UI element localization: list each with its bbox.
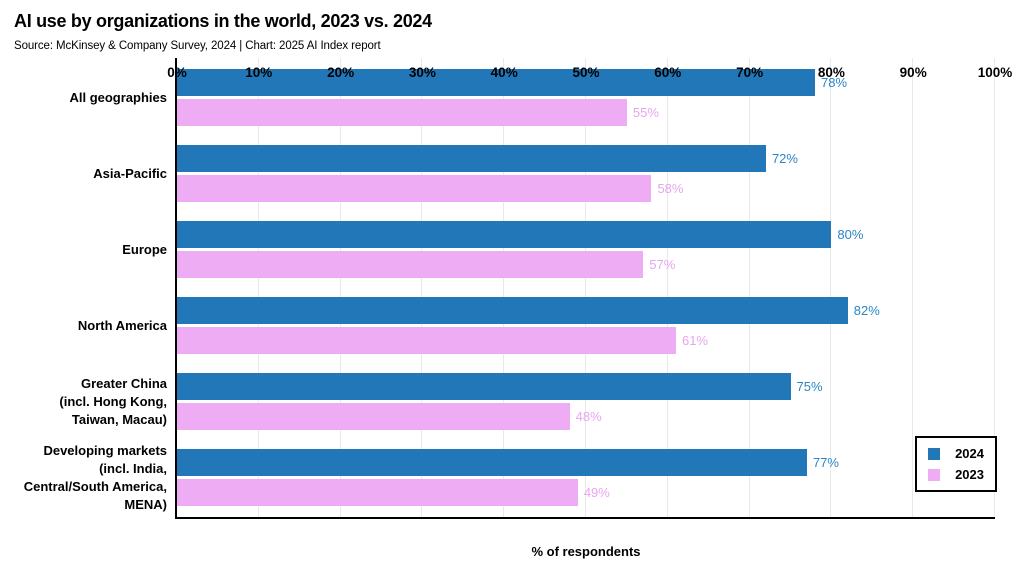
legend-swatch-2024 — [928, 447, 940, 460]
bar-2023-asia-pacific — [177, 175, 652, 202]
category-label-line: MENA) — [124, 496, 167, 512]
category-label: Developing markets (incl. India, Central/S… — [0, 442, 167, 514]
bar-value-label: 55% — [632, 105, 659, 120]
bar-value-label: 58% — [657, 181, 684, 196]
category-label-line: (incl. Hong Kong, — [59, 393, 167, 409]
gridline — [666, 58, 668, 517]
category-label: North America — [0, 317, 167, 335]
category-label-line: North America — [77, 317, 167, 333]
gridline — [503, 58, 505, 517]
chart-title: AI use by organizations in the world, 20… — [14, 11, 432, 31]
legend-entry-2023: 2023 — [928, 467, 984, 482]
chart-subtitle: Source: McKinsey & Company Survey, 2024 … — [14, 40, 381, 52]
gridline — [421, 58, 423, 517]
bar-value-label: 77% — [812, 455, 839, 470]
category-label-line: Taiwan, Macau) — [71, 411, 167, 427]
legend: 2024 2023 — [915, 436, 997, 492]
bar-value-label: 72% — [771, 151, 798, 166]
bar-2024-north-america — [177, 297, 848, 324]
x-tick-label: 70% — [736, 65, 764, 80]
x-tick-label: 100% — [977, 65, 1013, 80]
bar-2024-asia-pacific — [177, 145, 766, 172]
bar-2023-north-america — [177, 327, 676, 354]
x-tick-label: 10% — [245, 65, 273, 80]
x-tick-label: 90% — [899, 65, 927, 80]
x-tick-label: 80% — [817, 65, 845, 80]
bar-2023-europe — [177, 251, 644, 278]
legend-swatch-2023 — [928, 468, 940, 481]
gridline — [912, 58, 914, 517]
x-tick-label: 30% — [408, 65, 436, 80]
x-tick-label: 0% — [167, 65, 187, 80]
bar-value-label: 57% — [649, 257, 676, 272]
category-label-line: Asia-Pacific — [93, 165, 167, 181]
category-label: Asia-Pacific — [0, 165, 167, 183]
bar-2024-greater-china-incl-hong-kong-taiwan-macau — [177, 373, 791, 400]
gridline — [339, 58, 341, 517]
x-tick-label: 60% — [654, 65, 682, 80]
category-label-line: Central/South America, — [23, 478, 167, 494]
legend-label-2024: 2024 — [955, 446, 984, 461]
gridline — [830, 58, 832, 517]
bar-value-label: 48% — [575, 409, 602, 424]
category-label: All geographies — [0, 89, 167, 107]
gridline — [748, 58, 750, 517]
bar-value-label: 75% — [796, 379, 823, 394]
gridline — [994, 58, 995, 517]
legend-label-2023: 2023 — [955, 467, 984, 482]
bar-value-label: 80% — [837, 227, 864, 242]
x-tick-label: 50% — [572, 65, 600, 80]
bar-value-label: 61% — [681, 333, 708, 348]
bar-value-label: 82% — [853, 303, 880, 318]
bar-2023-greater-china-incl-hong-kong-taiwan-macau — [177, 403, 570, 430]
category-label-line: All geographies — [69, 89, 167, 105]
bar-2023-developing-markets-incl-india-central-south-america-mena — [177, 479, 578, 506]
gridline — [585, 58, 586, 517]
x-axis-title: % of respondents — [531, 544, 641, 559]
bar-2023-all-geographies — [177, 99, 627, 126]
bar-2024-all-geographies — [177, 69, 816, 96]
category-label: Europe — [0, 241, 167, 259]
bar-2024-developing-markets-incl-india-central-south-america-mena — [177, 449, 807, 476]
x-tick-label: 40% — [490, 65, 518, 80]
category-label-line: Greater China — [81, 375, 167, 391]
x-tick-label: 20% — [327, 65, 355, 80]
legend-entry-2024: 2024 — [928, 446, 984, 461]
gridline — [257, 58, 259, 517]
category-label-line: Europe — [122, 241, 167, 257]
bar-value-label: 78% — [821, 75, 848, 90]
category-label-line: Developing markets — [43, 442, 167, 458]
category-label: Greater China (incl. Hong Kong, Taiwan, Ma… — [0, 375, 167, 429]
bar-value-label: 49% — [583, 485, 610, 500]
category-label-line: (incl. India, — [99, 460, 167, 476]
plot-area: 78% 55% 72% 58% 80% 57% 82% 61% 75% 48% 77% 49% All… — [24, 58, 1012, 559]
bar-2024-europe — [177, 221, 832, 248]
